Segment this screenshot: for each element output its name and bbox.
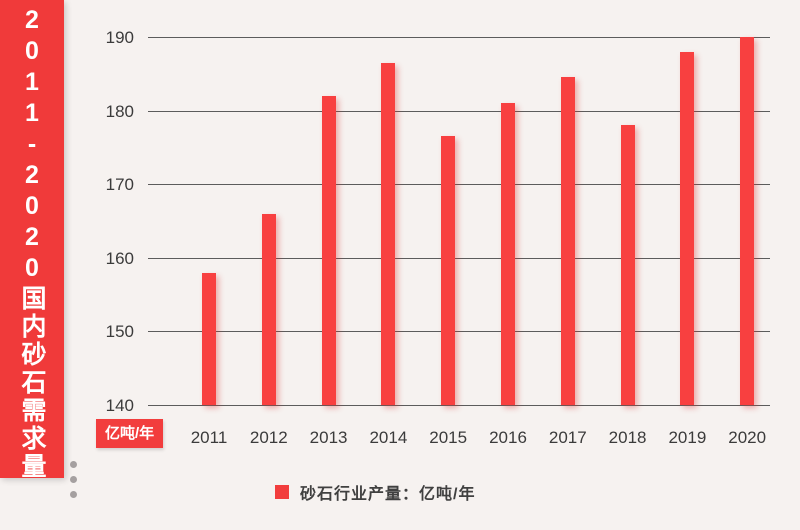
bar-2012 (261, 213, 276, 405)
gridline (148, 110, 770, 112)
x-tick-label: 2012 (249, 428, 288, 447)
y-tick-label: 160 (105, 248, 134, 268)
y-tick-label: 140 (105, 396, 134, 415)
bar-2018 (620, 125, 635, 405)
legend-swatch-icon (275, 485, 289, 499)
bar-2016 (501, 103, 515, 405)
y-axis-unit-badge: 亿吨/年 (96, 419, 164, 448)
x-tick-label: 2014 (369, 428, 408, 447)
bar-2017 (560, 77, 575, 405)
x-tick-label: 2017 (548, 428, 587, 447)
x-tick-label: 2013 (309, 428, 348, 447)
dot-icon (70, 461, 77, 468)
decoration-dots (70, 461, 77, 498)
x-tick-label: 2015 (429, 428, 468, 447)
dot-icon (70, 491, 77, 498)
page-title: 2011-2020国内砂石需求量 (18, 6, 46, 481)
x-tick-label: 2020 (728, 428, 767, 447)
bar-2011 (202, 272, 216, 405)
bar-2019 (680, 51, 695, 405)
bar-2013 (321, 95, 336, 405)
x-tick-label: 2018 (608, 428, 647, 447)
gridline (148, 184, 770, 186)
y-tick-label: 190 (105, 28, 134, 47)
plot-area (148, 37, 770, 406)
bar-2020 (740, 37, 755, 405)
gridline (148, 37, 770, 38)
title-banner: 2011-2020国内砂石需求量 (0, 0, 64, 481)
gridline (148, 331, 770, 333)
gridline (148, 405, 770, 406)
dot-icon (70, 476, 77, 483)
x-tick-label: 2011 (190, 428, 228, 447)
gridline (148, 257, 770, 259)
y-tick-label: 170 (105, 175, 134, 195)
legend-label: 砂石行业产量：亿吨/年 (300, 486, 476, 503)
x-tick-label: 2019 (668, 428, 707, 447)
legend: 砂石行业产量：亿吨/年 (275, 480, 475, 504)
bar-2014 (381, 62, 396, 405)
x-tick-label: 2016 (489, 428, 527, 447)
bar-2015 (441, 136, 456, 405)
y-tick-label: 150 (105, 322, 134, 342)
y-tick-label: 180 (105, 101, 134, 121)
